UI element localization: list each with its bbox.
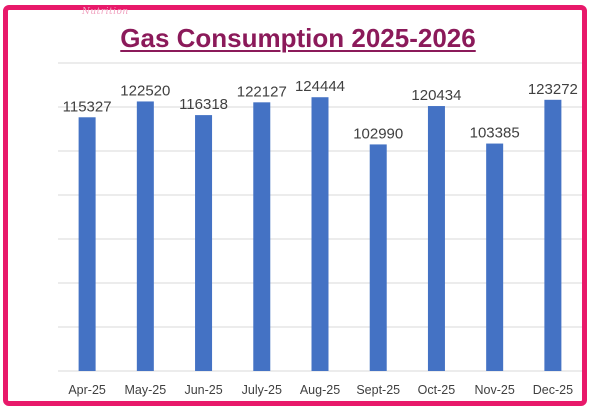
bar-may-25 xyxy=(136,101,154,372)
x-tick-label: Sept-25 xyxy=(356,383,400,397)
brand-watermark: Nutrition xyxy=(82,7,129,17)
x-tick-label: Dec-25 xyxy=(533,383,573,397)
x-tick-label: Apr-25 xyxy=(68,383,106,397)
bar-aug-25 xyxy=(311,97,329,371)
x-tick-label: Jun-25 xyxy=(184,383,222,397)
data-label: 122520 xyxy=(120,82,170,99)
data-labels: 115327 122520 116318 122127 124444 102990 1204… xyxy=(63,78,578,142)
bars xyxy=(78,97,562,372)
x-tick-label: Nov-25 xyxy=(475,383,515,397)
data-label: 122127 xyxy=(237,83,287,100)
bar-sept-25 xyxy=(369,144,387,371)
bar-dec-25 xyxy=(544,99,562,371)
data-label: 124444 xyxy=(295,78,345,95)
bar-apr-25 xyxy=(78,117,96,371)
x-tick-label: Aug-25 xyxy=(300,383,340,397)
bar-oct-25 xyxy=(427,106,445,371)
data-label: 102990 xyxy=(353,125,403,142)
bar-nov-25 xyxy=(486,143,504,371)
bar-july-25 xyxy=(253,102,271,371)
data-label: 116318 xyxy=(179,96,228,113)
x-tick-label: Oct-25 xyxy=(418,383,456,397)
data-label: 115327 xyxy=(63,98,112,115)
x-tick-labels: Apr-25 May-25 Jun-25 July-25 Aug-25 Sept-25 Oc… xyxy=(68,383,573,397)
chart-title: Gas Consumption 2025-2026 xyxy=(120,23,476,53)
data-label: 103385 xyxy=(470,125,520,142)
bar-jun-25 xyxy=(195,115,213,371)
x-tick-label: May-25 xyxy=(124,383,166,397)
data-label: 120434 xyxy=(411,87,461,104)
data-label: 123272 xyxy=(528,81,578,98)
x-tick-label: July-25 xyxy=(242,383,282,397)
